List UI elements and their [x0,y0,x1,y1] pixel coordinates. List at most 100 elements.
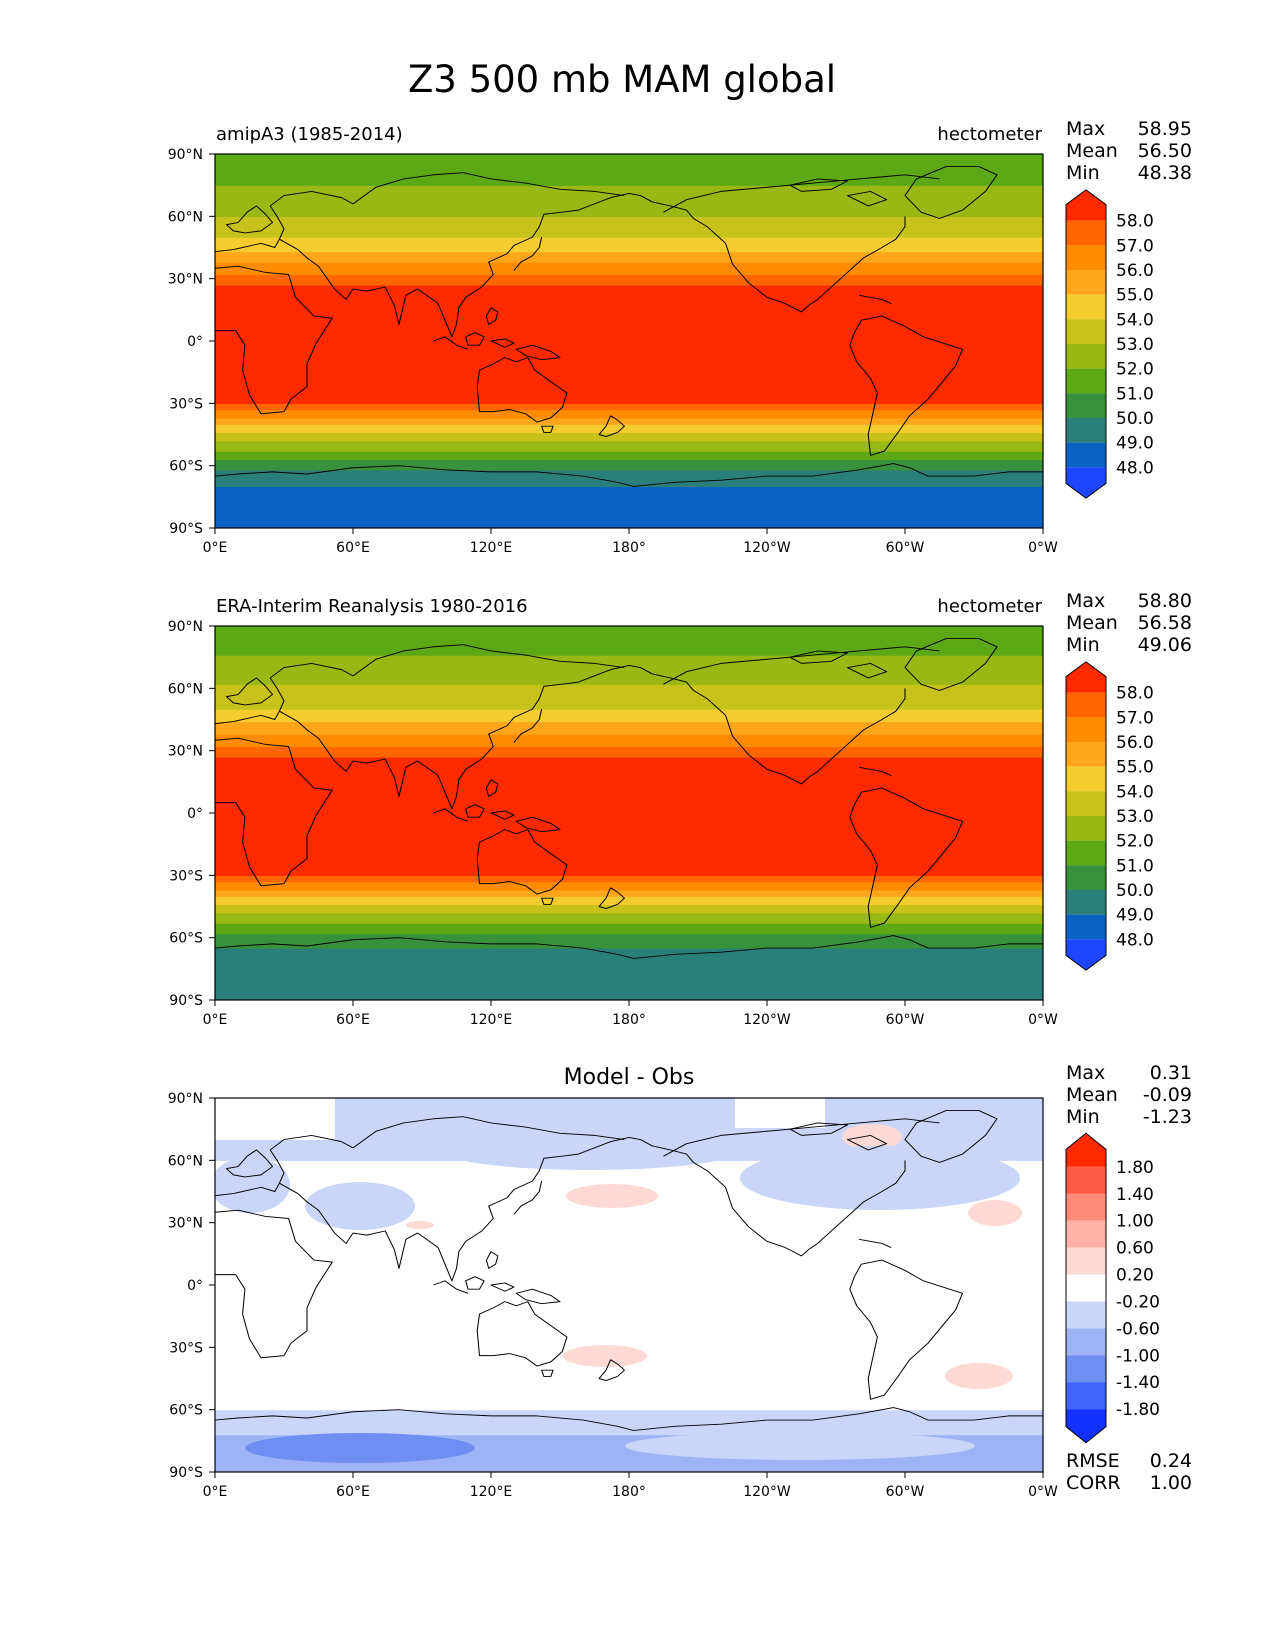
colorbar-outline [1065,189,1107,499]
metric-rmse-value: 0.24 [1150,1450,1192,1472]
lat-tick-label: 0° [187,334,203,350]
lon-tick-label: 120°W [743,1484,791,1500]
colorbar: 58.0 57.0 56.0 55.0 54.0 53.0 52.0 51.0 50.0 49.0… [1065,661,1154,971]
figure-title: Z3 500 mb MAM global [408,58,836,101]
stat-mean-label: Mean [1066,1084,1118,1106]
stat-min-value: 49.06 [1138,634,1192,656]
colorbar-label: 52.0 [1116,832,1154,852]
colorbar-outline [1065,661,1107,971]
contour-band [215,284,1043,404]
stats-block: Max 58.80 Mean 56.58 Min 49.06 [1066,590,1192,656]
contour-band [215,626,1043,656]
colorbar-segment [1066,840,1106,866]
colorbar-label: 57.0 [1116,708,1154,728]
colorbar-label: 57.0 [1116,236,1154,256]
map-axes: 90°N 60°N 30°N 0° 30°S 60°S 90°S0°E 60°E 120°E 18… [168,1091,1058,1500]
colorbar-segment [1066,270,1106,295]
stats-block: Max 58.95 Mean 56.50 Min 48.38 [1066,118,1192,184]
colorbar-label: 58.0 [1116,212,1154,232]
colorbar-segment [1066,1328,1106,1356]
positive-anomaly-patch [566,1184,658,1208]
stat-mean-value: 56.58 [1138,612,1192,634]
colorbar-label: 53.0 [1116,335,1154,355]
panel-center-title: Model - Obs [564,1065,695,1090]
contour-fill [215,154,1043,528]
contour-fill [215,626,1043,1000]
contour-band [215,451,1043,461]
colorbar-label: 56.0 [1116,733,1154,753]
colorbar-segment [1066,418,1106,443]
colorbar-label: 49.0 [1116,434,1154,454]
colorbar-segment [1066,319,1106,344]
contour-band [215,896,1043,906]
colorbar-label: 54.0 [1116,310,1154,330]
contour-band [215,262,1043,276]
map-axes: 90°N 60°N 30°N 0° 30°S 60°S 90°S0°E 60°E 120°E 18… [168,147,1058,556]
lon-tick-label: 60°W [886,1484,925,1500]
lon-tick-label: 60°E [336,540,370,556]
stat-max-value: 0.31 [1150,1062,1192,1084]
colorbar-segment [1066,742,1106,767]
lon-tick-label: 0°E [203,540,228,556]
negative-anomaly-patch [305,1182,415,1230]
lon-tick-label: 60°W [886,540,925,556]
panel-left-title: amipA3 (1985-2014) [216,124,403,145]
colorbar-label: 51.0 [1116,856,1154,876]
stat-mean-value: 56.50 [1138,140,1192,162]
lat-tick-label: 60°N [168,1153,203,1169]
colorbar-label: 1.00 [1116,1212,1154,1232]
panel-model: amipA3 (1985-2014) hectometer 90°N 60°N 30… [168,118,1192,556]
lon-tick-label: 120°W [743,540,791,556]
colorbar-segment [1066,766,1106,792]
lat-tick-label: 90°S [169,993,203,1009]
lon-tick-label: 0°W [1028,540,1058,556]
contour-band [215,933,1043,949]
stat-min-value: -1.23 [1143,1106,1192,1128]
colorbar-label: 58.0 [1116,684,1154,704]
contour-band [215,469,1043,488]
lat-tick-label: 30°N [168,744,203,760]
contour-band [215,684,1043,710]
colorbar-label: 1.80 [1116,1158,1154,1178]
colorbar-segment [1066,1382,1106,1410]
contour-band [215,486,1043,528]
colorbar-label: 48.0 [1116,458,1154,478]
contour-band [215,216,1043,238]
lon-tick-label: 180° [612,1484,646,1500]
stats-block: Max 0.31 Mean -0.09 Min -1.23 [1066,1062,1192,1128]
lon-tick-label: 120°E [470,540,513,556]
contour-band [215,734,1043,748]
colorbar-segment [1066,914,1106,940]
lat-tick-label: 30°N [168,1216,203,1232]
colorbar-segment [1066,294,1106,320]
lon-tick-label: 180° [612,540,646,556]
contour-band [215,948,1043,1000]
colorbar-label: 54.0 [1116,782,1154,802]
lon-tick-label: 60°W [886,1012,925,1028]
stat-max-label: Max [1066,1062,1105,1084]
lat-tick-label: 0° [187,1278,203,1294]
stat-max-value: 58.95 [1138,118,1192,140]
contour-band [215,709,1043,723]
contour-band [215,185,1043,217]
metrics-block: RMSE 0.24 CORR 1.00 [1066,1450,1192,1494]
lat-tick-label: 60°S [169,459,203,475]
map-field [215,154,1043,528]
neutral-region [735,1098,825,1128]
colorbar-segment [1066,1220,1106,1248]
stat-min-label: Min [1066,162,1100,184]
lat-tick-label: 30°N [168,272,203,288]
colorbar-label: 1.40 [1116,1185,1154,1205]
colorbar-label: 0.60 [1116,1239,1154,1259]
map-field [215,1098,1043,1472]
colorbar-label: 52.0 [1116,360,1154,380]
stat-mean-label: Mean [1066,140,1118,162]
neutral-region [215,1098,335,1140]
lon-tick-label: 0°E [203,1012,228,1028]
contour-band [215,251,1043,263]
lat-tick-label: 90°N [168,1091,203,1107]
lat-tick-label: 30°S [169,1340,203,1356]
colorbar-label: 50.0 [1116,881,1154,901]
panel-difference: Model - Obs 90°N60°N30°N0°30°S60°S90°S0°… [168,1062,1192,1500]
